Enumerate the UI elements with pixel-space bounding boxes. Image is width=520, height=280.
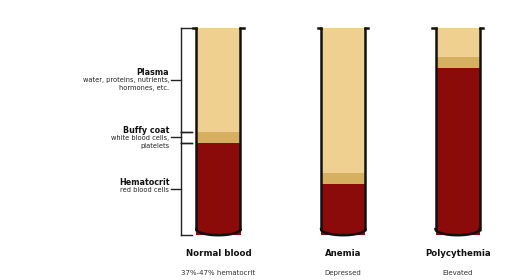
Bar xyxy=(436,57,479,68)
Bar xyxy=(321,28,365,173)
Text: Polycythemia: Polycythemia xyxy=(425,249,490,258)
Text: Normal blood: Normal blood xyxy=(186,249,251,258)
Bar xyxy=(197,28,241,132)
Text: Plasma: Plasma xyxy=(137,68,170,77)
Text: Elevated: Elevated xyxy=(443,270,473,276)
Bar xyxy=(197,132,241,143)
Bar xyxy=(436,28,479,57)
Text: 37%-47% hematocrit: 37%-47% hematocrit xyxy=(181,270,255,276)
Bar xyxy=(321,173,365,185)
Text: red blood cells: red blood cells xyxy=(121,187,170,193)
Text: Depressed: Depressed xyxy=(325,270,361,276)
Bar xyxy=(436,68,479,235)
Text: water, proteins, nutrients,
hormones, etc.: water, proteins, nutrients, hormones, et… xyxy=(83,77,170,90)
Bar xyxy=(197,143,241,235)
Text: Hematocrit: Hematocrit xyxy=(119,178,170,187)
Text: Anemia: Anemia xyxy=(325,249,361,258)
Bar xyxy=(321,185,365,235)
Text: white blood cells,
platelets: white blood cells, platelets xyxy=(111,135,170,149)
Text: Buffy coat: Buffy coat xyxy=(123,126,170,135)
